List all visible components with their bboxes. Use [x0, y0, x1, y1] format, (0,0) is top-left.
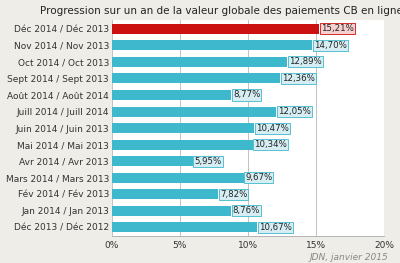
- Text: 8,76%: 8,76%: [233, 206, 260, 215]
- Text: 9,67%: 9,67%: [245, 173, 272, 182]
- Text: 5,95%: 5,95%: [194, 157, 222, 166]
- Text: 14,70%: 14,70%: [314, 41, 347, 50]
- Bar: [112, 189, 218, 199]
- Text: 12,89%: 12,89%: [289, 57, 322, 66]
- Text: 12,36%: 12,36%: [282, 74, 315, 83]
- Title: Progression sur un an de la valeur globale des paiements CB en ligne mensuels: Progression sur un an de la valeur globa…: [40, 6, 400, 16]
- Text: 10,34%: 10,34%: [254, 140, 287, 149]
- Bar: [112, 107, 276, 117]
- Bar: [112, 24, 319, 34]
- Text: 15,21%: 15,21%: [321, 24, 354, 33]
- Bar: [112, 40, 312, 50]
- Bar: [112, 173, 244, 183]
- Bar: [112, 140, 253, 150]
- Text: JDN, janvier 2015: JDN, janvier 2015: [309, 253, 388, 262]
- Text: 12,05%: 12,05%: [278, 107, 310, 116]
- Bar: [112, 222, 257, 232]
- Text: 10,47%: 10,47%: [256, 124, 289, 133]
- Bar: [112, 156, 193, 166]
- Bar: [112, 73, 280, 83]
- Bar: [112, 90, 231, 100]
- Bar: [112, 57, 288, 67]
- Text: 8,77%: 8,77%: [233, 90, 260, 99]
- Text: 10,67%: 10,67%: [259, 223, 292, 232]
- Bar: [112, 123, 254, 133]
- Text: 7,82%: 7,82%: [220, 190, 247, 199]
- Bar: [112, 206, 231, 216]
